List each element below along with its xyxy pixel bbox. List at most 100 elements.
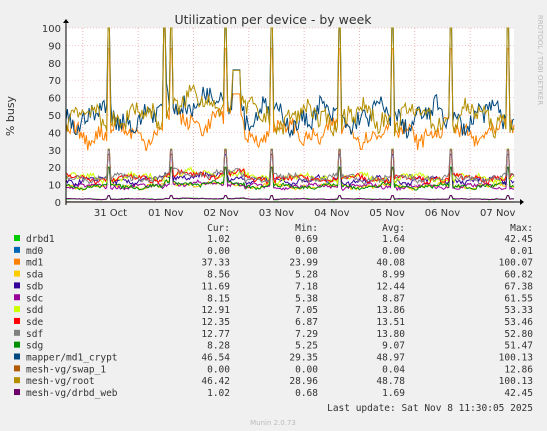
legend-cur: 1.02 bbox=[207, 234, 230, 245]
series-line-sdf bbox=[65, 148, 515, 185]
legend-name: sdd bbox=[26, 305, 43, 316]
legend-swatch bbox=[14, 306, 20, 313]
legend-max: 42.45 bbox=[504, 234, 533, 245]
legend-cur: 1.02 bbox=[207, 388, 230, 399]
legend-min: 0.68 bbox=[295, 388, 318, 399]
last-update: Last update: Sat Nov 8 11:30:05 2025 bbox=[327, 403, 533, 414]
legend-max: 51.47 bbox=[504, 341, 533, 352]
y-tick-label: 30 bbox=[48, 146, 61, 157]
legend-header-max: Max: bbox=[510, 223, 533, 234]
legend-min: 0.00 bbox=[295, 246, 318, 257]
legend-avg: 48.78 bbox=[376, 376, 405, 387]
x-tick-label: 05 Nov bbox=[369, 208, 405, 219]
y-tick-label: 100 bbox=[42, 24, 61, 35]
y-tick-label: 60 bbox=[48, 94, 61, 105]
legend-name: sde bbox=[26, 317, 43, 328]
legend-cur: 12.35 bbox=[201, 317, 230, 328]
legend-name: mapper/md1_crypt bbox=[26, 353, 118, 364]
y-tick-label: 70 bbox=[48, 76, 61, 87]
y-tick-label: 20 bbox=[48, 163, 61, 174]
rrdtool-credit: RRDTOOL / TOBI OETIKER bbox=[536, 15, 544, 105]
legend-avg: 1.64 bbox=[382, 234, 405, 245]
legend-cur: 37.33 bbox=[201, 258, 230, 269]
legend-header-avg: Avg: bbox=[382, 223, 405, 234]
x-tick-labels: 31 Oct 01 Nov 02 Nov 03 Nov 04 Nov 05 Nov 06 N… bbox=[94, 208, 516, 219]
legend-swatch bbox=[14, 377, 20, 384]
legend-max: 61.55 bbox=[504, 293, 533, 304]
legend-max: 12.86 bbox=[504, 364, 533, 375]
series-line-mesh-vg-drbd-web bbox=[65, 195, 515, 201]
legend-cur: 8.28 bbox=[207, 341, 230, 352]
legend-max: 100.07 bbox=[499, 258, 533, 269]
legend-name: sdb bbox=[26, 281, 43, 292]
legend-swatch bbox=[14, 329, 20, 336]
series-line-sdc bbox=[65, 167, 515, 192]
legend-swatch bbox=[14, 317, 20, 324]
legend-swatch bbox=[14, 341, 20, 348]
legend-cur: 8.15 bbox=[207, 293, 230, 304]
legend-min: 29.35 bbox=[289, 353, 318, 364]
x-tick-label: 04 Nov bbox=[314, 208, 350, 219]
legend-name: sdc bbox=[26, 293, 43, 304]
legend-cur: 46.42 bbox=[201, 376, 230, 387]
legend-min: 5.28 bbox=[295, 270, 318, 281]
legend-max: 100.13 bbox=[499, 353, 533, 364]
y-tick-label: 10 bbox=[48, 181, 61, 192]
legend-swatch bbox=[14, 235, 20, 241]
legend-cur: 46.54 bbox=[201, 353, 230, 364]
legend-avg: 13.51 bbox=[376, 317, 405, 328]
y-axis-label: % busy bbox=[4, 95, 17, 136]
chart-title: Utilization per device - by week bbox=[174, 12, 372, 27]
munin-version: Munin 2.0.73 bbox=[250, 419, 296, 427]
series-line-sde bbox=[65, 149, 515, 186]
legend-max: 42.45 bbox=[504, 388, 533, 399]
legend-min: 0.00 bbox=[295, 364, 318, 375]
legend-avg: 0.04 bbox=[382, 364, 405, 375]
legend-min: 5.25 bbox=[295, 341, 318, 352]
legend-avg: 13.86 bbox=[376, 305, 405, 316]
series-line-sdg bbox=[65, 166, 515, 191]
legend-swatch bbox=[14, 353, 20, 360]
legend-cur: 12.77 bbox=[201, 329, 230, 340]
legend-swatch bbox=[14, 294, 20, 301]
legend-swatch bbox=[14, 389, 20, 396]
y-axis-arrow bbox=[63, 19, 69, 23]
legend-header-cur: Cur: bbox=[207, 223, 230, 234]
x-tick-label: 02 Nov bbox=[203, 208, 239, 219]
legend-cur: 11.69 bbox=[201, 281, 230, 292]
legend-swatch bbox=[14, 246, 20, 253]
x-tick-label: 03 Nov bbox=[259, 208, 295, 219]
series-line-mesh-vg-root bbox=[65, 27, 515, 139]
legend-min: 6.87 bbox=[295, 317, 318, 328]
x-tick-label: 07 Nov bbox=[480, 208, 516, 219]
y-tick-labels: 0 10 20 30 40 50 60 70 80 90 100 bbox=[42, 24, 61, 209]
legend-swatch bbox=[14, 270, 20, 277]
legend-name: drbd1 bbox=[26, 234, 55, 245]
legend-cur: 0.00 bbox=[207, 246, 230, 257]
y-tick-label: 50 bbox=[48, 111, 61, 122]
y-tick-label: 40 bbox=[48, 128, 61, 139]
x-tick-label: 01 Nov bbox=[148, 208, 184, 219]
legend-name: sdg bbox=[26, 341, 43, 352]
legend-min: 7.05 bbox=[295, 305, 318, 316]
legend-header-min: Min: bbox=[295, 223, 318, 234]
legend-max: 53.33 bbox=[504, 305, 533, 316]
x-tick-label: 06 Nov bbox=[425, 208, 461, 219]
legend-min: 0.69 bbox=[295, 234, 318, 245]
legend-name: sdf bbox=[26, 329, 43, 340]
legend-avg: 9.07 bbox=[382, 341, 405, 352]
legend-name: mesh-vg/swap_1 bbox=[26, 364, 106, 375]
y-tick-label: 80 bbox=[48, 59, 61, 70]
legend-avg: 8.99 bbox=[382, 270, 405, 281]
x-tick-label: 31 Oct bbox=[94, 208, 127, 219]
legend-min: 23.99 bbox=[289, 258, 318, 269]
legend-max: 53.46 bbox=[504, 317, 533, 328]
legend-min: 28.96 bbox=[289, 376, 318, 387]
legend-name: md1 bbox=[26, 258, 43, 269]
legend-max: 60.82 bbox=[504, 270, 533, 281]
legend-avg: 12.44 bbox=[376, 281, 405, 292]
legend-swatch bbox=[14, 258, 20, 265]
legend-cur: 12.91 bbox=[201, 305, 230, 316]
legend-swatch bbox=[14, 365, 20, 372]
